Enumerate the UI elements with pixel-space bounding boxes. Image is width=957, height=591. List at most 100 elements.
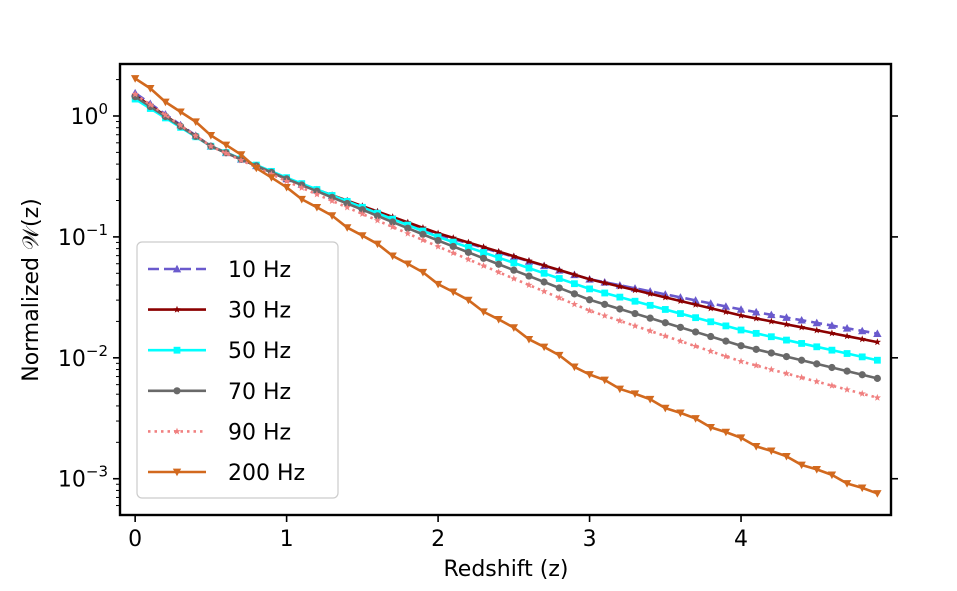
data-point (691, 296, 700, 304)
data-point (616, 305, 624, 313)
data-point (176, 121, 185, 129)
data-point (707, 332, 715, 341)
legend-marker (173, 427, 181, 435)
data-point (343, 203, 351, 211)
data-point (798, 356, 806, 364)
data-point (676, 297, 685, 305)
x-tick-label: 2 (431, 527, 445, 552)
data-point (616, 282, 624, 290)
data-point (767, 333, 775, 341)
data-point (555, 275, 563, 282)
data-point (479, 254, 488, 262)
data-point (600, 376, 609, 385)
data-point (798, 323, 806, 331)
data-point (646, 327, 654, 335)
data-point (873, 329, 882, 337)
legend-marker (172, 264, 182, 273)
x-tick-label: 1 (280, 527, 294, 552)
legend-entry: 10 Hz (148, 258, 291, 283)
data-point (403, 260, 412, 269)
data-point (479, 262, 488, 269)
data-point (524, 335, 534, 344)
data-point (510, 274, 518, 282)
data-point (555, 266, 563, 274)
data-point (843, 332, 851, 340)
data-point (433, 280, 443, 289)
data-point (721, 428, 731, 437)
y-tick-label: 10−1 (58, 221, 108, 251)
data-point (873, 490, 882, 498)
x-tick-label: 4 (734, 527, 748, 552)
data-point (419, 224, 427, 231)
data-point (343, 199, 351, 208)
data-point (873, 356, 881, 364)
data-point (555, 284, 563, 292)
data-point (737, 311, 745, 319)
data-point (222, 149, 230, 157)
data-point (752, 314, 760, 322)
data-point (707, 318, 715, 326)
data-point (646, 289, 654, 297)
data-point (539, 343, 549, 352)
data-point (464, 248, 472, 256)
data-point (449, 234, 457, 241)
data-point (449, 249, 457, 257)
y-axis-label: Normalized 𝒲(z) (19, 198, 44, 382)
data-point (207, 142, 215, 150)
data-point (631, 297, 639, 305)
data-point (722, 337, 730, 345)
data-point (389, 218, 397, 226)
series-200-hz (130, 75, 882, 498)
data-point (601, 300, 609, 308)
data-point (373, 240, 382, 249)
data-point (752, 329, 760, 337)
data-point (297, 195, 306, 204)
data-point (797, 461, 806, 470)
data-point (192, 132, 200, 139)
data-point (828, 346, 836, 354)
data-point (570, 290, 579, 298)
data-point (616, 293, 624, 301)
data-point (692, 314, 699, 322)
legend-marker (172, 468, 182, 477)
legend-entry: 30 Hz (148, 299, 291, 324)
data-point (343, 224, 352, 232)
data-point (858, 353, 866, 361)
data-point (677, 310, 684, 317)
data-point (388, 252, 397, 261)
data-point (434, 233, 442, 241)
data-point (691, 328, 700, 336)
legend-label: 70 Hz (228, 380, 291, 405)
data-point (418, 268, 428, 277)
data-point (630, 390, 640, 398)
data-point (737, 342, 745, 350)
data-point (661, 319, 669, 327)
data-point (601, 279, 609, 286)
data-point (812, 466, 821, 474)
data-point (691, 415, 700, 423)
data-point (752, 361, 760, 369)
data-point (813, 326, 821, 334)
data-point (722, 308, 730, 315)
data-point (419, 230, 427, 238)
data-point (601, 311, 609, 319)
data-point (479, 243, 488, 251)
data-point (449, 242, 457, 251)
data-point (645, 395, 655, 404)
data-point (510, 252, 518, 260)
data-point (404, 224, 412, 232)
data-point (479, 308, 488, 316)
data-point (509, 324, 519, 332)
data-point (510, 259, 518, 267)
data-point (706, 299, 715, 307)
data-point (813, 343, 821, 351)
data-point (646, 301, 654, 309)
data-point (858, 389, 866, 397)
data-point (843, 385, 851, 393)
data-point (540, 269, 548, 277)
data-point (191, 118, 200, 126)
data-point (827, 321, 837, 329)
data-point (737, 357, 745, 365)
x-axis-label: Redshift (z) (443, 557, 568, 582)
data-point (585, 306, 594, 314)
